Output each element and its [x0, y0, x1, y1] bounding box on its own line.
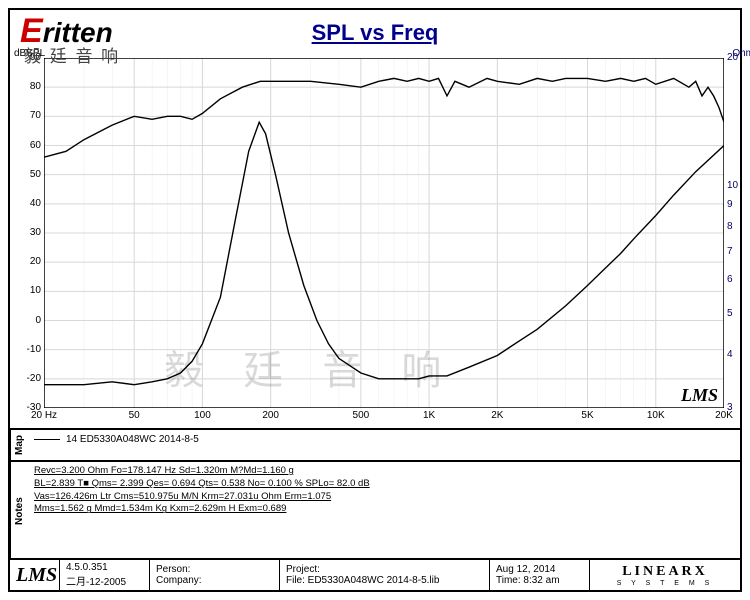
- footer-date: Aug 12, 2014: [496, 564, 583, 575]
- notes-line: BL=2.839 T■ Qms= 2.399 Qes= 0.694 Qts= 0…: [34, 478, 734, 491]
- lms-watermark: LMS: [681, 385, 718, 406]
- footer-person: Person:: [156, 564, 273, 575]
- map-label: Map: [10, 430, 28, 460]
- notes-label: Notes: [10, 462, 28, 560]
- notes-line: Revc=3.200 Ohm Fo=178.147 Hz Sd=1.320m M…: [34, 465, 734, 478]
- footer-project: Project:: [286, 564, 483, 575]
- logo-subtitle: 毅 廷 音 响: [24, 42, 120, 67]
- plot-area: dBSPL Ohm 毅 廷 音 响 LMS -30-20-10010203040…: [44, 58, 724, 408]
- footer-file: File: ED5330A048WC 2014-8-5.lib: [286, 575, 483, 586]
- footer-time: Time: 8:32 am: [496, 575, 583, 586]
- notes-line: Mms=1.562 g Mmd=1.534m Kg Kxm=2.629m H E…: [34, 503, 734, 516]
- footer-company: Company:: [156, 575, 273, 586]
- linearx-sub: S Y S T E M S: [617, 580, 714, 587]
- map-row: Map 14 ED5330A048WC 2014-8-5: [10, 428, 740, 460]
- notes-row: Notes Revc=3.200 Ohm Fo=178.147 Hz Sd=1.…: [10, 460, 740, 560]
- lms-logo: LMS: [16, 564, 53, 587]
- footer-date-cn: 二月-12-2005: [66, 573, 143, 588]
- legend-text: 14 ED5330A048WC 2014-8-5: [66, 434, 199, 445]
- footer: LMS 4.5.0.351二月-12-2005 Person:Company: …: [10, 558, 740, 590]
- chart-svg: [44, 58, 724, 408]
- footer-version: 4.5.0.351: [66, 562, 143, 573]
- notes-line: Vas=126.426m Ltr Cms=510.975u M/N Krm=27…: [34, 491, 734, 504]
- linearx-logo: LINEARX: [622, 564, 708, 580]
